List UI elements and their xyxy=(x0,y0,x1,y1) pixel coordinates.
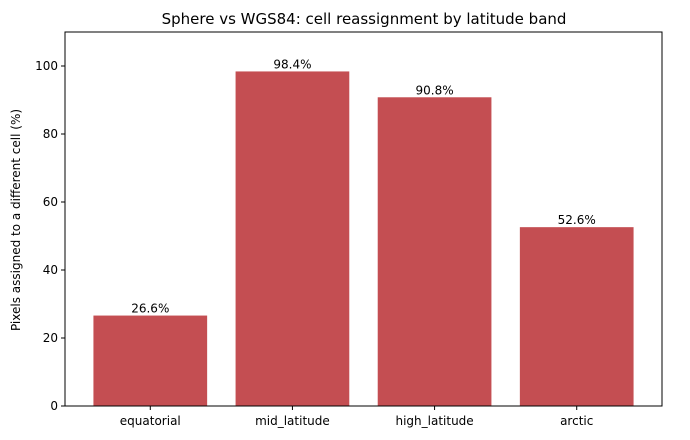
bar-mid-latitude xyxy=(235,71,350,406)
y-tick-label: 100 xyxy=(35,59,58,73)
chart-title: Sphere vs WGS84: cell reassignment by la… xyxy=(162,10,567,28)
x-tick-label: equatorial xyxy=(120,414,181,428)
y-axis-label: Pixels assigned to a different cell (%) xyxy=(9,109,23,331)
y-tick-label: 60 xyxy=(43,195,58,209)
data-labels: 26.6% 98.4% 90.8% 52.6% xyxy=(131,57,596,315)
bar-equatorial xyxy=(93,315,208,406)
bar-value-label: 26.6% xyxy=(131,302,169,316)
y-tick-label: 40 xyxy=(43,263,58,277)
bar-high-latitude xyxy=(377,97,492,406)
bar-value-label: 98.4% xyxy=(273,57,311,71)
bar-value-label: 90.8% xyxy=(416,83,454,97)
x-tick-label: mid_latitude xyxy=(255,414,330,428)
x-tick-label: arctic xyxy=(560,414,593,428)
y-tick-label: 0 xyxy=(50,399,58,413)
y-tick-label: 20 xyxy=(43,331,58,345)
bars xyxy=(93,71,634,406)
y-axis-ticks: 0 20 40 60 80 100 xyxy=(35,59,65,413)
bar-arctic xyxy=(519,227,634,406)
y-tick-label: 80 xyxy=(43,127,58,141)
plot-frame xyxy=(64,31,663,407)
x-tick-label: high_latitude xyxy=(395,414,473,428)
x-axis-ticks: equatorial mid_latitude high_latitude arcti… xyxy=(120,406,593,428)
bar-value-label: 52.6% xyxy=(558,213,596,227)
